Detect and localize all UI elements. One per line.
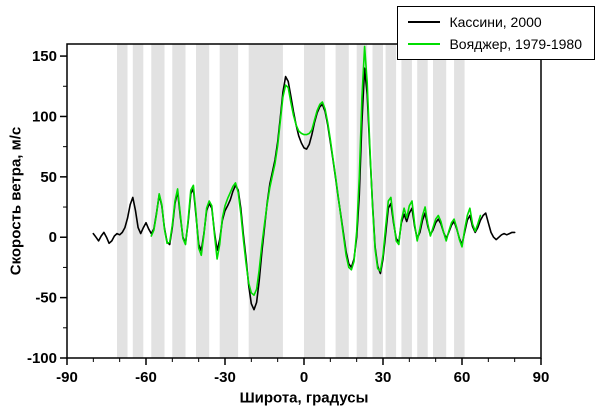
shaded-band	[196, 44, 210, 358]
y-tick-label: 0	[49, 229, 57, 246]
y-tick-label: -100	[27, 350, 57, 367]
x-tick-label: -60	[135, 369, 157, 386]
x-tick-label: -30	[214, 369, 236, 386]
x-tick-label: 30	[375, 369, 392, 386]
y-tick-label: 100	[32, 108, 57, 125]
shaded-band	[356, 44, 368, 358]
shaded-band	[335, 44, 349, 358]
x-axis-title: Широта, градусы	[239, 389, 369, 407]
shaded-band	[401, 44, 412, 358]
y-tick-label: -50	[35, 290, 57, 307]
series-line-1	[150, 45, 482, 297]
shaded-band	[417, 44, 428, 358]
legend-entry-voyager: Вояджер, 1979-1980	[408, 36, 582, 52]
legend-label-voyager: Вояджер, 1979-1980	[449, 36, 582, 52]
shaded-band	[117, 44, 128, 358]
x-tick-label: 0	[300, 369, 308, 386]
legend: Кассини, 2000 Вояджер, 1979-1980	[397, 6, 595, 60]
shaded-band	[132, 44, 144, 358]
shaded-band	[433, 44, 447, 358]
legend-entry-cassini: Кассини, 2000	[408, 14, 582, 30]
y-axis-title: Скорость ветра, м/с	[7, 126, 25, 276]
x-tick-label: 90	[533, 369, 550, 386]
shaded-band	[454, 44, 465, 358]
shaded-band	[372, 44, 383, 358]
shaded-band	[248, 44, 283, 358]
x-tick-label: -90	[56, 369, 78, 386]
y-tick-label: 150	[32, 48, 57, 65]
legend-swatch	[408, 21, 441, 23]
legend-label-cassini: Кассини, 2000	[449, 14, 542, 30]
legend-swatch	[408, 43, 441, 45]
y-tick-label: 50	[40, 169, 57, 186]
x-tick-label: 60	[454, 369, 471, 386]
shaded-band	[304, 44, 326, 358]
